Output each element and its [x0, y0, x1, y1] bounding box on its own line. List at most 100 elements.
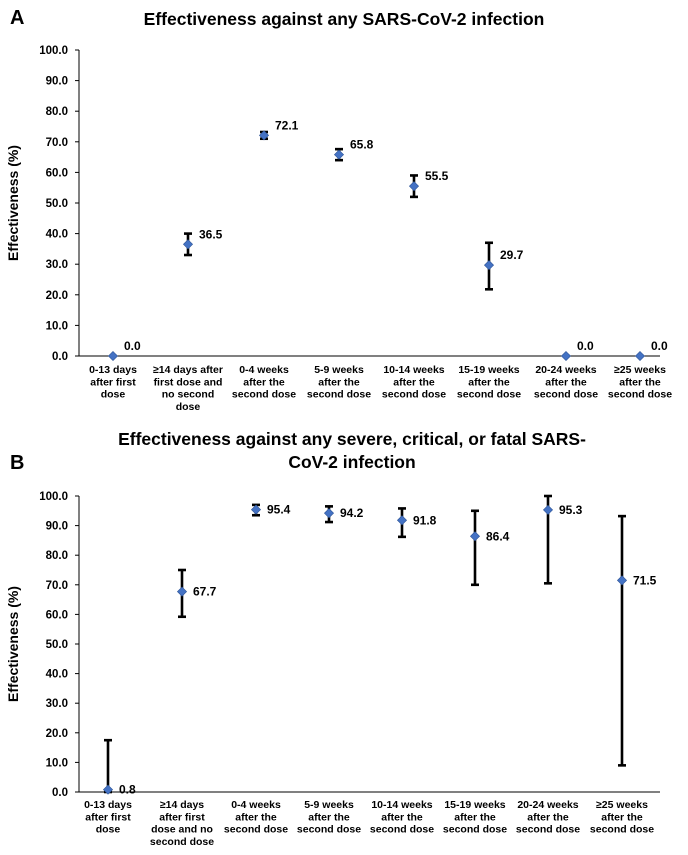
- y-tick-label: 90.0: [46, 76, 68, 88]
- x-tick-label-line: 20-24 weeks: [535, 364, 596, 376]
- x-tick-label-line: after the: [527, 811, 569, 823]
- x-tick-label-line: after the: [393, 376, 435, 388]
- x-tick-label-line: ≥14 days after: [153, 364, 223, 376]
- y-tick-label: 100.0: [39, 45, 68, 57]
- y-tick-label: 10.0: [46, 757, 68, 769]
- x-tick-label: ≥25 weeks after the second dose: [608, 364, 672, 401]
- x-tick-label-line: 20-24 weeks: [517, 799, 578, 811]
- panel-letter: A: [10, 7, 24, 29]
- x-tick-label-line: second dose: [382, 389, 446, 401]
- data-point: [258, 130, 270, 141]
- x-tick-label-line: after the: [545, 376, 587, 388]
- y-tick-label: 70.0: [46, 137, 68, 149]
- chart-panel-a: A Effectiveness against any SARS-CoV-2 in…: [5, 7, 672, 413]
- x-tick-label: 20-24 weeks after the second dose: [516, 799, 580, 836]
- y-tick-label: 60.0: [46, 167, 68, 179]
- x-tick-label-line: after the: [381, 811, 423, 823]
- data-point: [396, 515, 408, 526]
- y-tick-label: 20.0: [46, 290, 68, 302]
- y-tick-label: 30.0: [46, 698, 68, 710]
- x-tick-label: 15-19 weeks after the second dose: [457, 364, 521, 401]
- x-tick-label-line: second dose: [232, 389, 296, 401]
- x-tick-label-line: after the: [601, 811, 643, 823]
- y-tick-label: 10.0: [46, 320, 68, 332]
- x-tick-label-line: second dose: [150, 836, 214, 848]
- x-tick-label-line: second dose: [224, 824, 288, 836]
- x-tick-label-line: second dose: [457, 389, 521, 401]
- x-tick-label-line: second dose: [534, 389, 598, 401]
- x-tick-label-line: second dose: [297, 824, 361, 836]
- data-point: [333, 149, 345, 160]
- x-tick-label-line: after the: [318, 376, 360, 388]
- x-tick-label: 10-14 weeks after the second dose: [370, 799, 434, 836]
- y-tick-label: 40.0: [46, 229, 68, 241]
- y-tick-label: 70.0: [46, 580, 68, 592]
- data-label: 86.4: [486, 529, 510, 543]
- x-tick-label-line: second dose: [516, 824, 580, 836]
- x-tick-label-line: 0-13 days: [89, 364, 137, 376]
- x-tick-label-line: after the: [454, 811, 496, 823]
- x-tick-label-line: after first: [90, 376, 136, 388]
- data-label: 0.0: [124, 339, 141, 353]
- x-tick-label-line: after the: [468, 376, 510, 388]
- x-tick-label-line: ≥25 weeks: [614, 364, 666, 376]
- x-tick-label-line: second dose: [608, 389, 672, 401]
- x-tick-label: 0-13 days after first dose: [84, 799, 132, 836]
- panel-letter: B: [10, 452, 24, 474]
- x-tick-label-line: after the: [308, 811, 350, 823]
- data-label: 72.1: [275, 118, 299, 132]
- x-tick-label: 10-14 weeks after the second dose: [382, 364, 446, 401]
- chart-title: Effectiveness against any severe, critic…: [118, 429, 586, 449]
- x-tick-label-line: 0-4 weeks: [231, 799, 281, 811]
- x-tick-label: 5-9 weeks after the second dose: [297, 799, 361, 836]
- data-label: 29.7: [500, 248, 524, 262]
- x-tick-label: 0-4 weeks after the second dose: [232, 364, 296, 401]
- y-tick-label: 0.0: [52, 787, 68, 799]
- y-tick-label: 40.0: [46, 669, 68, 681]
- y-tick-label: 0.0: [52, 351, 68, 363]
- data-label: 91.8: [413, 513, 437, 527]
- x-tick-label: 0-13 days after first dose: [89, 364, 137, 401]
- chart-title: Effectiveness against any SARS-CoV-2 inf…: [144, 9, 545, 29]
- x-tick-label-line: after the: [619, 376, 661, 388]
- data-point: [483, 260, 495, 271]
- x-tick-label-line: after first: [85, 811, 131, 823]
- data-label: 0.0: [651, 339, 668, 353]
- data-label: 0.0: [577, 339, 594, 353]
- data-point: [616, 575, 628, 586]
- data-label: 65.8: [350, 138, 374, 152]
- y-tick-label: 100.0: [39, 491, 68, 503]
- y-axis-title: Effectiveness (%): [5, 145, 21, 261]
- y-tick-label: 20.0: [46, 728, 68, 740]
- x-tick-label-line: after first: [159, 811, 205, 823]
- x-tick-label-line: 5-9 weeks: [304, 799, 354, 811]
- data-label: 36.5: [199, 227, 223, 241]
- data-label: 0.8: [119, 783, 136, 797]
- chart-panel-b: B Effectiveness against any severe, criti…: [5, 429, 660, 848]
- data-point: [102, 784, 114, 795]
- x-tick-label-line: 15-19 weeks: [444, 799, 505, 811]
- x-tick-label-line: second dose: [370, 824, 434, 836]
- x-tick-label-line: ≥25 weeks: [596, 799, 648, 811]
- data-point: [250, 504, 262, 515]
- data-point: [107, 350, 119, 362]
- data-point: [323, 508, 335, 519]
- x-tick-label-line: 5-9 weeks: [314, 364, 364, 376]
- x-tick-label-line: 10-14 weeks: [371, 799, 432, 811]
- x-tick-label: 0-4 weeks after the second dose: [224, 799, 288, 836]
- x-tick-label-line: dose and no: [151, 824, 213, 836]
- x-tick-label: 20-24 weeks after the second dose: [534, 364, 598, 401]
- x-tick-label-line: first dose and: [154, 376, 223, 388]
- y-axis-title: Effectiveness (%): [5, 586, 21, 702]
- data-label: 94.2: [340, 506, 364, 520]
- x-tick-label: ≥25 weeks after the second dose: [590, 799, 654, 836]
- x-tick-label-line: dose: [176, 401, 201, 413]
- x-tick-label-line: dose: [101, 389, 126, 401]
- x-tick-label-line: 10-14 weeks: [383, 364, 444, 376]
- data-label: 55.5: [425, 169, 449, 183]
- data-point: [408, 181, 420, 192]
- y-tick-label: 90.0: [46, 521, 68, 533]
- data-point: [560, 350, 572, 362]
- data-point: [634, 350, 646, 362]
